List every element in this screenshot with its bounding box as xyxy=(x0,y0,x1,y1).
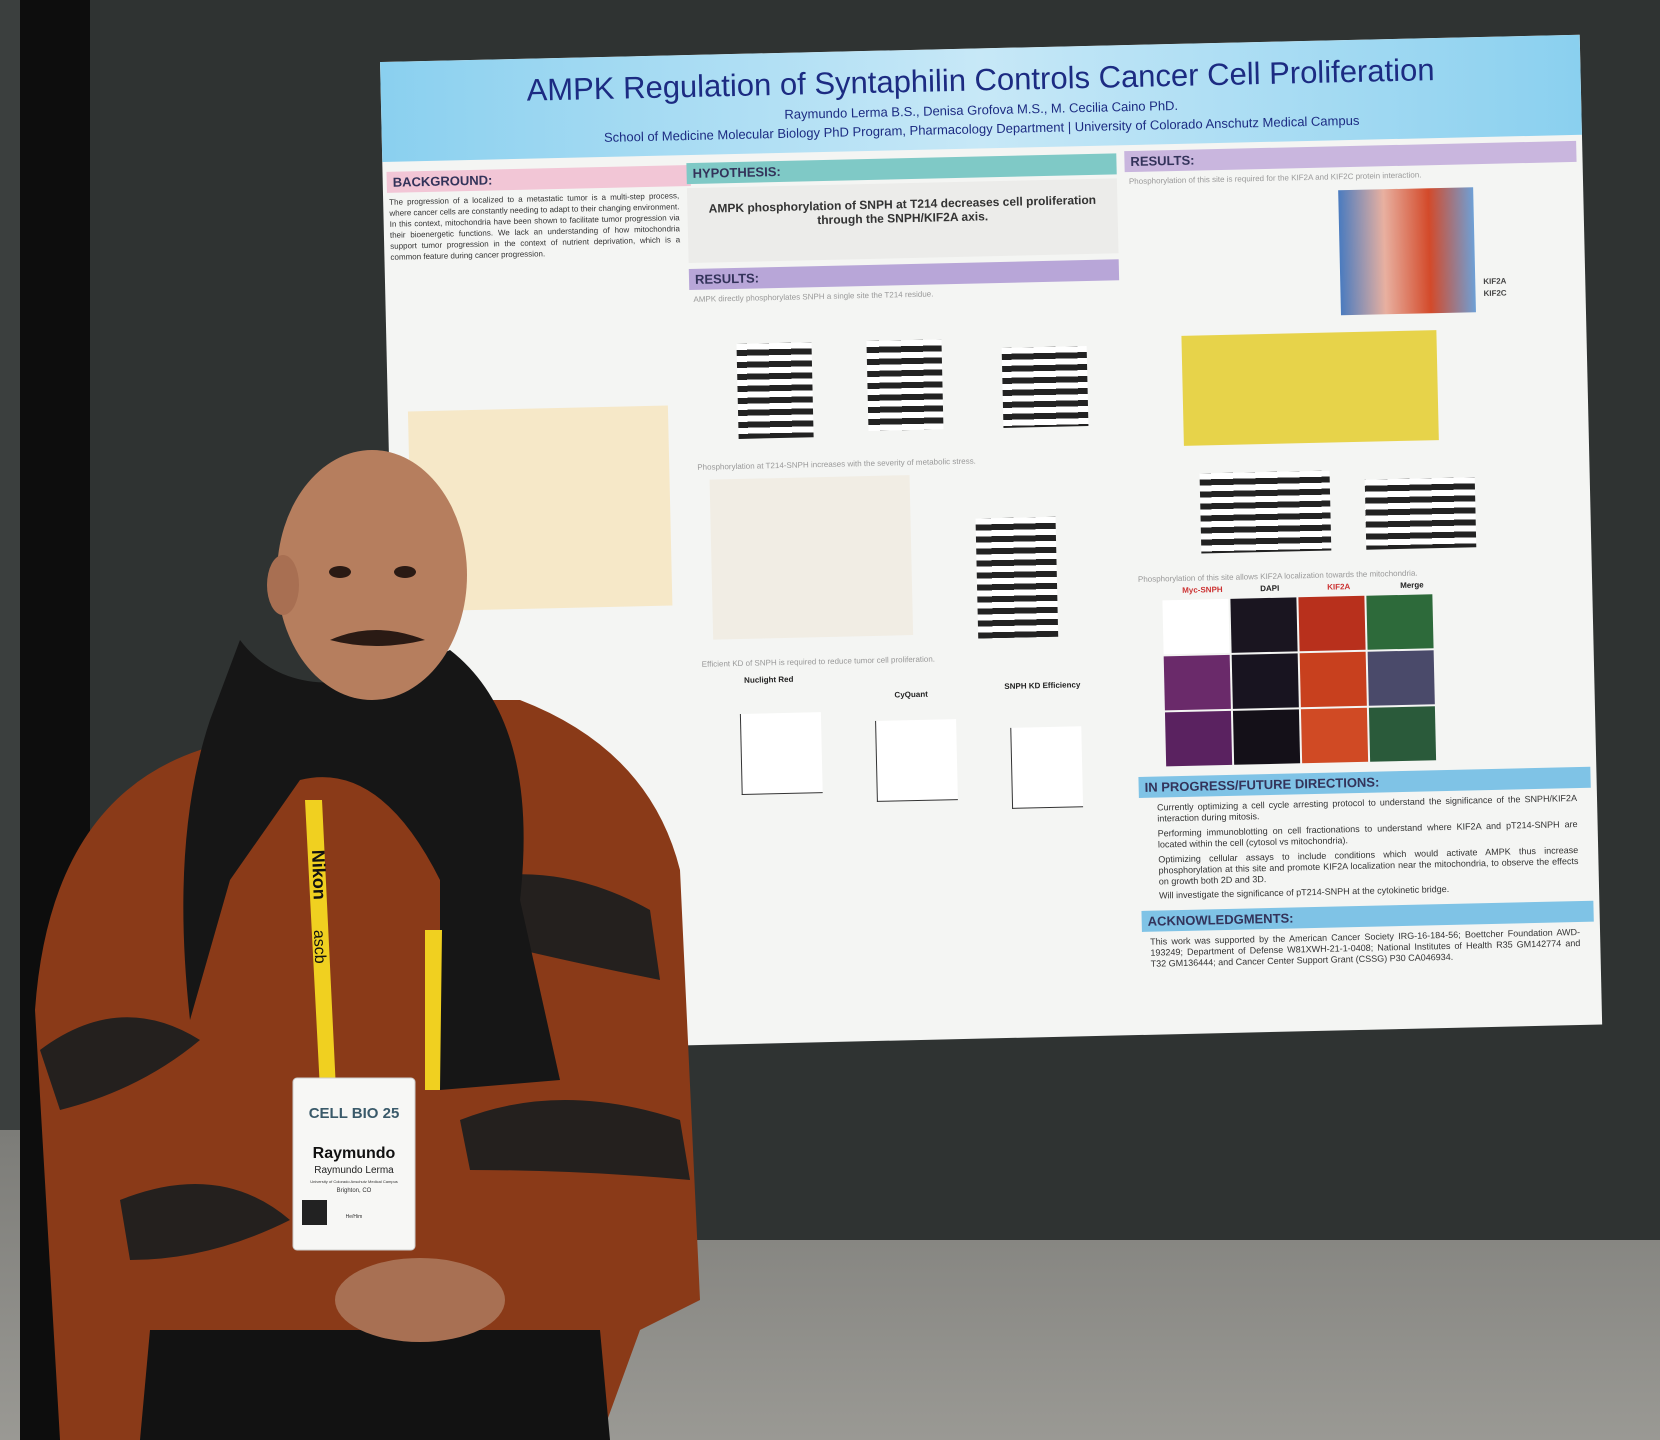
mustache xyxy=(330,630,425,646)
lanyard-text: Nikon xyxy=(308,849,330,900)
eye xyxy=(329,566,351,578)
badge-first-name: Raymundo xyxy=(313,1145,396,1162)
ear xyxy=(267,555,299,615)
badge-institution: University of Colorado Anschutz Medical … xyxy=(310,1179,398,1184)
badge-full-name: Raymundo Lerma xyxy=(314,1165,394,1176)
head xyxy=(277,450,467,700)
badge-event: CELL BIO 25 xyxy=(309,1105,400,1122)
pants xyxy=(140,1330,610,1440)
badge-qr-code xyxy=(302,1200,327,1225)
lanyard-text: ascb xyxy=(310,930,328,964)
eye xyxy=(394,566,416,578)
sweater-pattern xyxy=(40,874,690,1260)
hands xyxy=(335,1258,505,1342)
badge-location: Brighton, CO xyxy=(337,1188,372,1194)
lanyard xyxy=(305,800,442,1090)
badge-pronouns: He/Him xyxy=(346,1214,363,1220)
scarf xyxy=(183,640,561,1090)
